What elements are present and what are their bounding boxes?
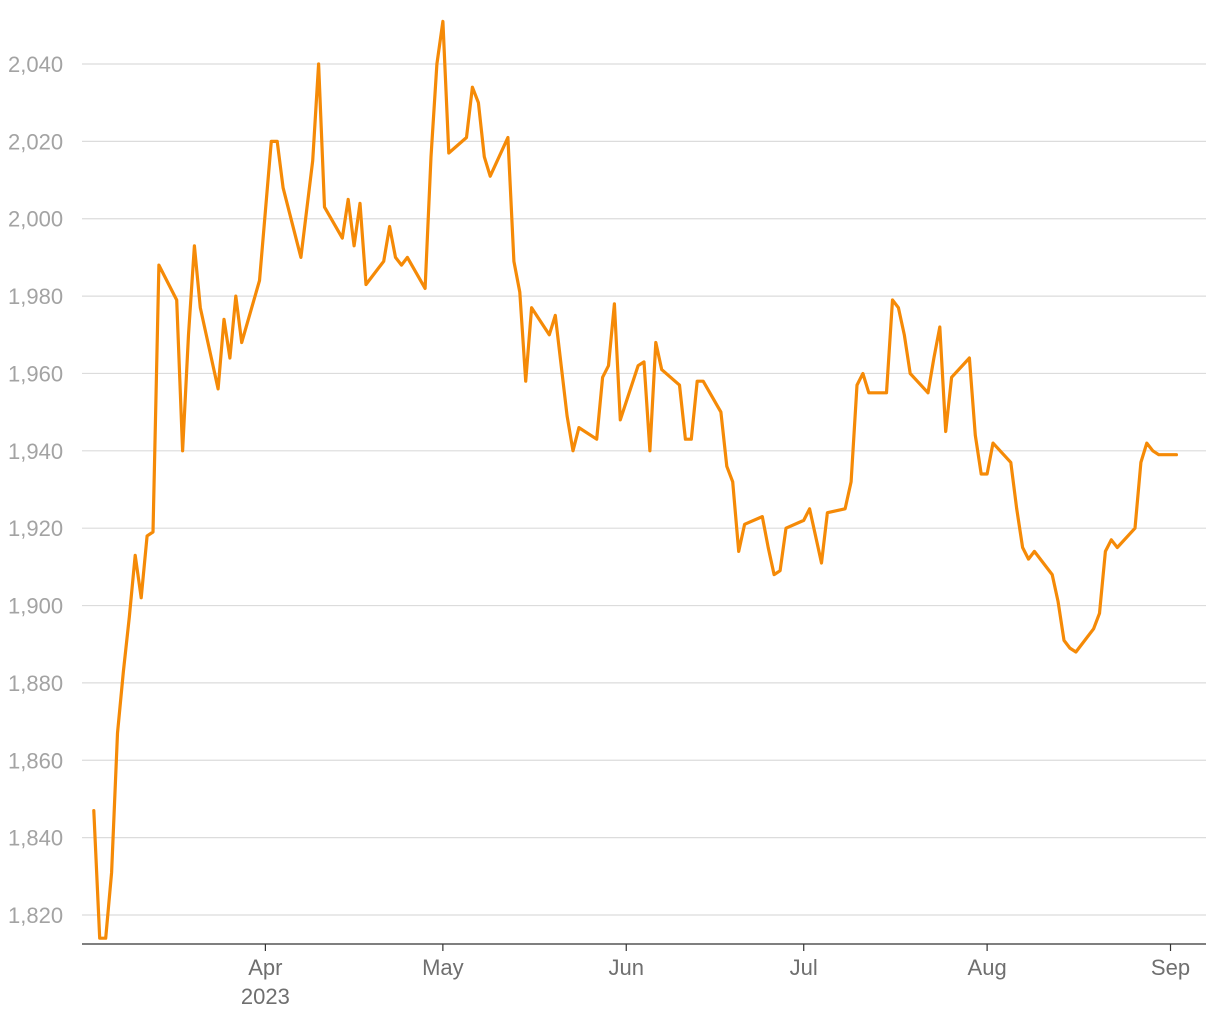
y-axis-tick-labels: 1,820 1,840 1,860 1,880 1,900 1,920 1,940 1,960…	[8, 52, 63, 928]
series-group	[92, 19, 1179, 940]
series-line	[92, 19, 1179, 940]
y-tick-label: 1,840	[8, 826, 63, 851]
x-tick-label: Jul	[790, 955, 818, 980]
y-tick-label: 1,960	[8, 361, 63, 386]
y-tick-label: 1,820	[8, 903, 63, 928]
y-tick-label: 1,860	[8, 748, 63, 773]
y-tick-label: 1,940	[8, 439, 63, 464]
y-tick-label: 2,020	[8, 129, 63, 154]
x-tick-label: Sep	[1151, 955, 1190, 980]
x-tick-label: Aug	[968, 955, 1007, 980]
y-tick-label: 1,920	[8, 516, 63, 541]
x-axis-ticks: Apr 2023 May Jun Jul Aug Sep	[241, 944, 1190, 1009]
y-tick-label: 2,000	[8, 207, 63, 232]
x-tick-label: Jun	[609, 955, 644, 980]
y-tick-label: 1,880	[8, 671, 63, 696]
y-tick-label: 1,980	[8, 284, 63, 309]
x-tick-sublabel: 2023	[241, 984, 290, 1009]
y-tick-label: 2,040	[8, 52, 63, 77]
y-tick-label: 1,900	[8, 594, 63, 619]
x-tick-label: Apr	[248, 955, 282, 980]
gridlines	[82, 63, 1206, 916]
x-tick-label: May	[422, 955, 464, 980]
